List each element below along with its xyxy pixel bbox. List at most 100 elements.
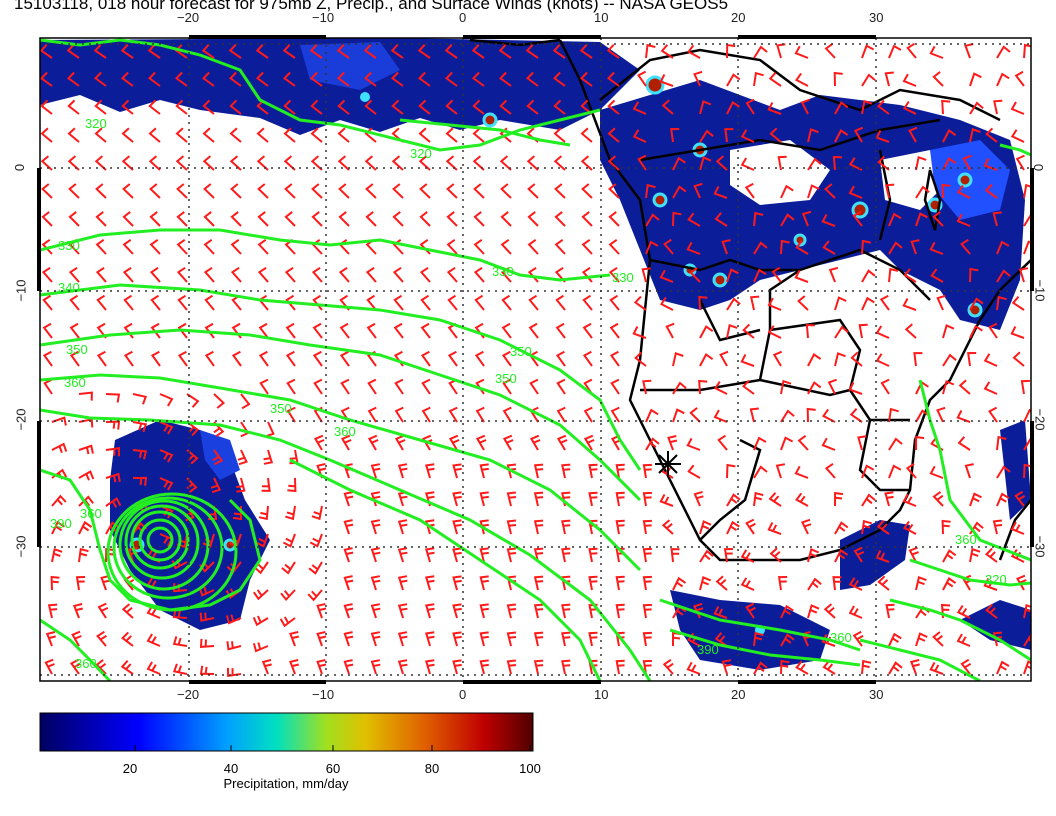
wind-barb — [257, 266, 269, 283]
wind-barb — [502, 378, 512, 395]
wind-barb — [446, 266, 458, 283]
wind-barb — [996, 492, 1010, 507]
wind-barb — [903, 520, 917, 535]
wind-barb — [316, 659, 327, 675]
contour-label-group: 320 320 330 330 340 350 360 350 350 350 … — [50, 116, 1007, 671]
wind-barb — [280, 589, 296, 602]
wind-barb — [343, 547, 354, 563]
wind-barb — [186, 477, 198, 493]
border-9 — [599, 48, 1001, 122]
wind-barb — [394, 378, 404, 395]
wind-barb — [1010, 521, 1025, 535]
wind-barb — [95, 266, 107, 283]
wind-barb — [390, 44, 404, 59]
wind-barb — [879, 294, 890, 311]
wind-barb — [753, 268, 767, 283]
wind-barb — [44, 658, 55, 675]
wind-barb — [555, 350, 566, 367]
wind-barb — [501, 294, 512, 311]
wind-barb — [609, 322, 620, 339]
contour-label: 320 — [85, 116, 107, 131]
wind-barb — [992, 211, 1002, 227]
wind-barb — [726, 100, 740, 115]
wind-barb — [698, 295, 708, 311]
wind-barb — [42, 350, 53, 367]
wind-barb — [724, 128, 734, 143]
wind-barb — [500, 211, 512, 227]
wind-barb — [446, 183, 458, 199]
wind-barb — [588, 575, 598, 591]
wind-barb — [956, 184, 971, 199]
wind-barb — [632, 129, 647, 143]
wind-barb — [609, 294, 620, 311]
wind-barb — [744, 182, 755, 199]
wind-barb — [418, 127, 431, 143]
wind-barb — [915, 435, 925, 451]
wind-barb — [642, 379, 652, 395]
wind-barb — [42, 294, 53, 311]
wind-barb — [147, 71, 161, 87]
wind-barb — [969, 297, 984, 311]
wind-barb — [105, 393, 121, 403]
wind-barb — [848, 605, 863, 619]
wind-barb — [615, 491, 625, 507]
wind-barb — [742, 323, 755, 339]
wind-barb — [726, 43, 736, 59]
wind-barb — [473, 183, 485, 199]
wind-barb — [988, 322, 998, 339]
wind-barb — [527, 183, 539, 199]
wind-barb — [606, 71, 620, 87]
wind-barb — [661, 99, 674, 115]
contour-se-3 — [859, 638, 981, 681]
wind-barb — [932, 491, 944, 507]
wind-barb — [502, 406, 512, 423]
wind-barb — [672, 185, 687, 199]
wind-barb — [421, 406, 431, 423]
wind-barb — [75, 576, 86, 591]
asterisk-marker — [655, 451, 681, 477]
wind-barb — [780, 379, 792, 395]
wind-barb — [780, 633, 795, 647]
wind-barb — [311, 183, 323, 199]
contour-south-1 — [659, 598, 861, 652]
wind-barb — [343, 575, 354, 591]
wind-barb — [479, 491, 489, 507]
wind-barb — [421, 378, 431, 395]
wind-barb — [849, 408, 863, 423]
wind-barb — [588, 491, 598, 507]
wind-barb — [309, 71, 323, 87]
wind-barb — [51, 494, 67, 507]
wind-barb — [397, 631, 408, 647]
wind-barb — [148, 127, 161, 143]
wind-barb — [687, 44, 701, 59]
wind-barb — [533, 547, 544, 563]
wind-barb — [745, 602, 756, 619]
wind-barb — [888, 44, 902, 59]
wind-barb — [204, 350, 215, 367]
wind-barb — [203, 183, 215, 199]
wind-barb — [615, 519, 625, 535]
wind-barb — [105, 472, 121, 483]
wind-barb — [502, 434, 514, 451]
wind-barb — [394, 406, 404, 423]
wind-barb — [848, 185, 863, 199]
wind-barb — [446, 211, 458, 227]
border-3 — [699, 438, 762, 541]
wind-barb — [228, 71, 242, 87]
lon-tick-top: 0 — [459, 10, 467, 25]
wind-barb — [506, 631, 517, 647]
lon-tick-top: 10 — [594, 10, 609, 25]
wind-barb — [121, 603, 134, 619]
wind-barb — [475, 406, 485, 423]
wind-barb — [942, 157, 957, 171]
colorbar-tick-label: 100 — [519, 761, 541, 776]
wind-barb — [40, 71, 53, 87]
wind-barb — [498, 44, 512, 59]
wind-barb — [852, 630, 864, 647]
wind-barb — [929, 465, 944, 479]
wind-barb — [339, 350, 350, 367]
wind-barb — [561, 631, 571, 647]
contour-350a — [40, 328, 642, 502]
wind-barb — [996, 240, 1010, 255]
wind-barb — [969, 101, 984, 115]
